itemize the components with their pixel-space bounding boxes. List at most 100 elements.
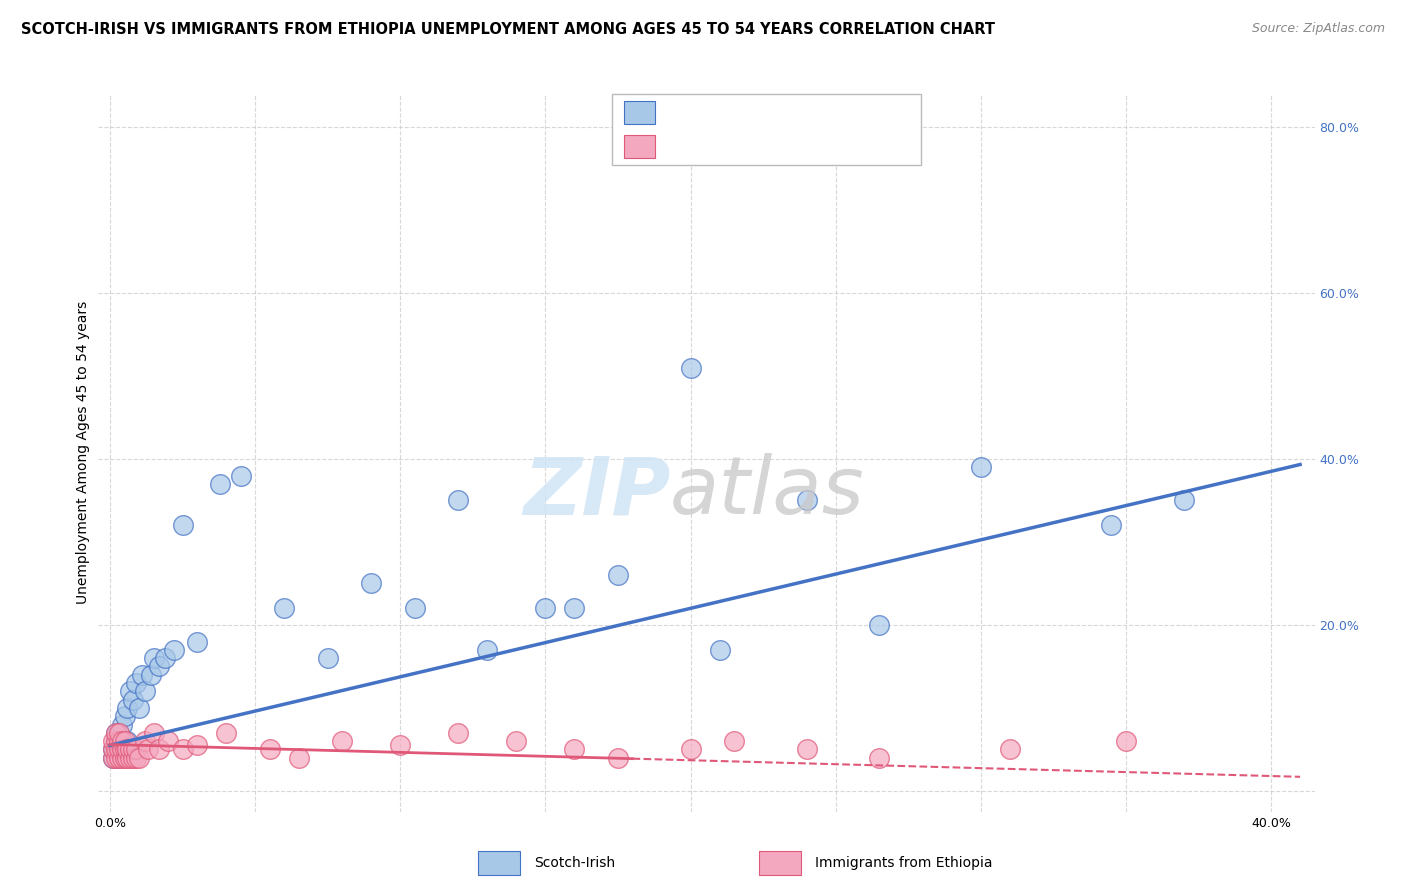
Point bbox=[104, 734, 127, 748]
Point bbox=[607, 751, 630, 765]
Text: Source: ZipAtlas.com: Source: ZipAtlas.com bbox=[1251, 22, 1385, 36]
Point bbox=[111, 742, 134, 756]
Point bbox=[117, 751, 139, 765]
Point bbox=[117, 701, 139, 715]
Point bbox=[534, 601, 557, 615]
Point bbox=[136, 742, 159, 756]
Point bbox=[142, 726, 165, 740]
Point bbox=[259, 742, 281, 756]
Point bbox=[122, 751, 145, 765]
Point bbox=[114, 709, 136, 723]
Text: R = -0.217   N = 48: R = -0.217 N = 48 bbox=[664, 139, 827, 154]
Point bbox=[104, 734, 127, 748]
Point bbox=[163, 643, 186, 657]
Point bbox=[104, 726, 127, 740]
Point bbox=[447, 493, 470, 508]
Point bbox=[330, 734, 353, 748]
Point bbox=[117, 734, 139, 748]
Point bbox=[114, 742, 136, 756]
Point bbox=[104, 742, 127, 756]
Point bbox=[679, 742, 702, 756]
Point bbox=[215, 726, 238, 740]
Point bbox=[186, 634, 208, 648]
Point bbox=[120, 684, 142, 698]
Point bbox=[107, 734, 129, 748]
Point bbox=[107, 734, 129, 748]
Point bbox=[131, 667, 153, 681]
Point bbox=[117, 742, 139, 756]
Y-axis label: Unemployment Among Ages 45 to 54 years: Unemployment Among Ages 45 to 54 years bbox=[76, 301, 90, 604]
Point bbox=[157, 734, 180, 748]
Point bbox=[316, 651, 339, 665]
Point bbox=[104, 751, 127, 765]
Point bbox=[122, 692, 145, 706]
Point bbox=[607, 568, 630, 582]
Point bbox=[125, 676, 148, 690]
Point bbox=[128, 751, 150, 765]
Point bbox=[1115, 734, 1137, 748]
Point bbox=[114, 751, 136, 765]
Point bbox=[868, 618, 890, 632]
Point bbox=[447, 726, 470, 740]
Point bbox=[564, 742, 586, 756]
Point bbox=[172, 742, 194, 756]
Text: Immigrants from Ethiopia: Immigrants from Ethiopia bbox=[815, 856, 993, 870]
Point bbox=[101, 734, 124, 748]
Point bbox=[107, 742, 129, 756]
Point bbox=[101, 751, 124, 765]
FancyBboxPatch shape bbox=[612, 94, 921, 165]
Point bbox=[120, 742, 142, 756]
Text: atlas: atlas bbox=[671, 453, 865, 531]
Point bbox=[679, 360, 702, 375]
Point bbox=[477, 643, 499, 657]
Point bbox=[186, 739, 208, 753]
Point bbox=[998, 742, 1021, 756]
Point bbox=[111, 742, 134, 756]
Point bbox=[142, 651, 165, 665]
Point bbox=[148, 659, 170, 673]
Point bbox=[709, 643, 731, 657]
Point bbox=[229, 468, 252, 483]
Point bbox=[114, 734, 136, 748]
Bar bbox=[624, 101, 655, 124]
Point bbox=[111, 734, 134, 748]
Point bbox=[564, 601, 586, 615]
Point bbox=[128, 701, 150, 715]
Point bbox=[209, 476, 232, 491]
Point bbox=[505, 734, 527, 748]
Point bbox=[107, 726, 129, 740]
Point bbox=[114, 742, 136, 756]
Bar bbox=[624, 135, 655, 158]
Point bbox=[868, 751, 890, 765]
Bar bbox=[759, 851, 801, 875]
Point bbox=[796, 493, 818, 508]
Point bbox=[125, 742, 148, 756]
Point bbox=[101, 751, 124, 765]
Point bbox=[101, 742, 124, 756]
Bar bbox=[478, 851, 520, 875]
Point bbox=[404, 601, 426, 615]
Point bbox=[796, 742, 818, 756]
Point bbox=[107, 751, 129, 765]
Point bbox=[153, 651, 176, 665]
Point bbox=[389, 739, 412, 753]
Point bbox=[111, 717, 134, 731]
Point bbox=[107, 751, 129, 765]
Point bbox=[120, 751, 142, 765]
Point bbox=[970, 460, 993, 475]
Point bbox=[172, 518, 194, 533]
Point bbox=[1099, 518, 1122, 533]
Point bbox=[139, 667, 162, 681]
Point bbox=[111, 751, 134, 765]
Point bbox=[273, 601, 295, 615]
Point bbox=[122, 742, 145, 756]
Text: ZIP: ZIP bbox=[523, 453, 671, 531]
Point bbox=[287, 751, 309, 765]
Point bbox=[104, 742, 127, 756]
Point bbox=[148, 742, 170, 756]
Text: SCOTCH-IRISH VS IMMIGRANTS FROM ETHIOPIA UNEMPLOYMENT AMONG AGES 45 TO 54 YEARS : SCOTCH-IRISH VS IMMIGRANTS FROM ETHIOPIA… bbox=[21, 22, 995, 37]
Point bbox=[723, 734, 745, 748]
Point bbox=[125, 751, 148, 765]
Text: R =  0.539   N = 45: R = 0.539 N = 45 bbox=[664, 104, 825, 120]
Point bbox=[134, 684, 156, 698]
